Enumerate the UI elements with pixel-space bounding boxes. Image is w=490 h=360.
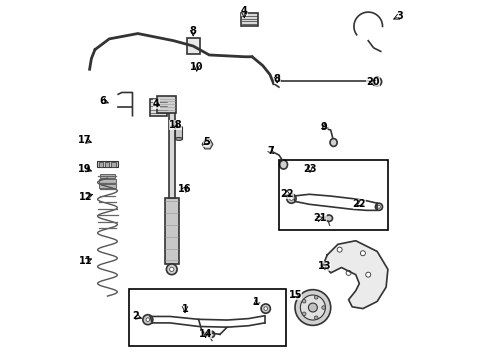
- Ellipse shape: [375, 203, 383, 210]
- Text: 15: 15: [289, 290, 302, 300]
- Ellipse shape: [375, 80, 379, 84]
- Text: 1: 1: [253, 297, 260, 307]
- Text: 8: 8: [274, 74, 281, 84]
- Text: 12: 12: [79, 192, 93, 202]
- Bar: [187, 38, 199, 54]
- Ellipse shape: [290, 197, 293, 201]
- Text: 14: 14: [199, 329, 213, 339]
- Bar: [100, 174, 115, 178]
- Ellipse shape: [315, 296, 318, 299]
- Bar: [169, 102, 175, 198]
- Ellipse shape: [330, 139, 337, 147]
- Ellipse shape: [337, 247, 342, 252]
- Text: 23: 23: [303, 163, 317, 174]
- Ellipse shape: [207, 331, 215, 338]
- Text: 4: 4: [153, 99, 160, 109]
- Ellipse shape: [295, 290, 331, 325]
- Text: 18: 18: [169, 120, 182, 130]
- Ellipse shape: [167, 264, 177, 275]
- Text: 22: 22: [353, 199, 366, 209]
- Bar: [98, 179, 117, 183]
- Bar: [129, 289, 286, 346]
- Ellipse shape: [373, 77, 382, 86]
- Bar: [97, 161, 118, 167]
- Polygon shape: [323, 241, 388, 309]
- Ellipse shape: [300, 295, 325, 320]
- Ellipse shape: [302, 312, 306, 316]
- Text: 3: 3: [396, 12, 403, 21]
- Bar: [279, 160, 388, 230]
- Ellipse shape: [146, 318, 149, 321]
- Text: 10: 10: [190, 63, 203, 72]
- Text: 9: 9: [321, 122, 328, 132]
- Ellipse shape: [302, 300, 306, 303]
- Bar: [165, 198, 179, 264]
- Ellipse shape: [315, 316, 318, 320]
- Bar: [242, 13, 258, 26]
- Ellipse shape: [261, 304, 270, 313]
- Bar: [175, 127, 182, 139]
- Text: 2: 2: [133, 311, 140, 321]
- Ellipse shape: [346, 270, 351, 275]
- Text: 17: 17: [77, 135, 91, 145]
- Text: 13: 13: [318, 261, 331, 271]
- Text: 16: 16: [178, 184, 192, 194]
- Ellipse shape: [366, 272, 371, 277]
- Polygon shape: [202, 140, 213, 149]
- Text: 7: 7: [268, 146, 274, 156]
- Text: 11: 11: [79, 256, 93, 266]
- Bar: [105, 162, 109, 167]
- Ellipse shape: [175, 138, 182, 140]
- Bar: [157, 96, 176, 113]
- Ellipse shape: [264, 307, 268, 310]
- Ellipse shape: [325, 215, 333, 221]
- Text: 6: 6: [99, 96, 106, 106]
- Ellipse shape: [175, 126, 182, 129]
- Text: 1: 1: [182, 304, 188, 314]
- Ellipse shape: [280, 160, 288, 169]
- Ellipse shape: [143, 315, 153, 325]
- Text: 4: 4: [241, 6, 247, 17]
- Text: 20: 20: [366, 77, 380, 87]
- Text: 19: 19: [77, 163, 91, 174]
- Ellipse shape: [360, 251, 366, 256]
- Bar: [99, 184, 116, 188]
- Text: 22: 22: [280, 189, 294, 199]
- Bar: [98, 162, 103, 167]
- Bar: [149, 99, 168, 116]
- Ellipse shape: [377, 205, 380, 208]
- Ellipse shape: [322, 306, 325, 309]
- Ellipse shape: [170, 267, 174, 271]
- Ellipse shape: [287, 194, 296, 203]
- Bar: [111, 162, 116, 167]
- Text: 5: 5: [203, 137, 210, 147]
- Ellipse shape: [308, 303, 318, 312]
- Text: 8: 8: [190, 26, 196, 36]
- Text: 21: 21: [313, 213, 327, 223]
